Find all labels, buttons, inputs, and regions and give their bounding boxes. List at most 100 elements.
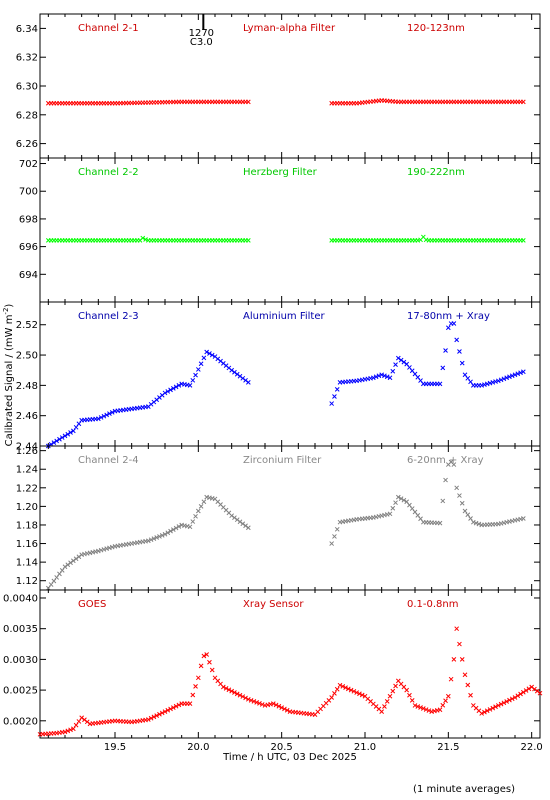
data-point (229, 367, 235, 373)
panel-filter-label: Xray Sensor (243, 599, 304, 610)
data-point (512, 372, 518, 378)
y-tick-label: 1.20 (16, 502, 38, 513)
data-point (234, 691, 240, 697)
data-point (273, 702, 279, 708)
y-axis-label-main: Calibrated Signal / (mW m (4, 315, 15, 447)
data-point (190, 519, 196, 524)
data-point (209, 667, 215, 673)
data-point (498, 701, 504, 707)
data-point (79, 715, 85, 721)
data-point (443, 348, 448, 353)
panel-band-label: 6-20nm + Xray (407, 455, 484, 466)
data-point (448, 676, 454, 682)
data-point (473, 520, 479, 526)
data-point (509, 696, 515, 702)
data-point (62, 729, 68, 735)
data-point (462, 372, 468, 378)
data-point (445, 325, 451, 331)
data-point (443, 698, 448, 704)
data-point (407, 692, 412, 698)
data-point (387, 693, 393, 699)
data-point (251, 699, 257, 704)
y-axis-label-exponent: -2 (2, 308, 10, 315)
data-point (454, 337, 460, 343)
data-point (495, 378, 501, 384)
data-point (487, 707, 493, 712)
data-point (518, 691, 523, 697)
data-point (337, 682, 343, 688)
data-point (334, 526, 340, 532)
data-point (159, 710, 165, 716)
data-point (170, 527, 176, 532)
data-point (401, 497, 407, 503)
data-point (195, 675, 201, 681)
panel-channel-label: Channel 2-3 (78, 311, 139, 322)
data-point (73, 424, 79, 430)
data-point (101, 413, 107, 419)
data-point (193, 372, 198, 378)
data-point (523, 688, 529, 693)
data-point (379, 372, 385, 378)
data-point (245, 525, 251, 531)
data-point (198, 663, 204, 669)
data-point (395, 494, 401, 500)
data-point (51, 440, 57, 445)
data-point (457, 493, 462, 498)
data-point (401, 359, 407, 365)
data-point (532, 686, 537, 692)
data-point (334, 686, 340, 692)
data-point (190, 377, 196, 383)
data-point (387, 375, 393, 381)
data-point (479, 711, 485, 716)
data-point (465, 375, 471, 381)
data-point (382, 704, 387, 709)
y-tick-label: 2.46 (16, 411, 38, 422)
data-point (457, 349, 462, 354)
data-point (462, 672, 468, 678)
data-point (270, 701, 276, 706)
data-point (420, 706, 426, 711)
data-point (520, 238, 526, 243)
data-point (245, 99, 251, 105)
data-point (520, 689, 526, 695)
data-point (340, 684, 346, 689)
data-point (440, 365, 446, 371)
data-point (70, 726, 76, 732)
data-point (468, 692, 473, 698)
data-point (229, 513, 235, 519)
y-axis-label-close: ) (4, 304, 15, 308)
data-point (170, 705, 176, 710)
data-point (201, 355, 207, 361)
data-point (459, 500, 465, 506)
data-point (345, 686, 351, 692)
data-point (154, 713, 160, 718)
panel-channel-label: Channel 2-1 (78, 23, 139, 34)
panel-band-label: 120-123nm (407, 23, 465, 34)
data-point (373, 374, 379, 380)
data-point (195, 508, 201, 514)
panel-frame (39, 13, 541, 159)
data-point (168, 706, 173, 712)
data-point (62, 564, 68, 570)
data-point (95, 416, 101, 422)
data-point (140, 235, 146, 241)
data-point (145, 538, 151, 544)
data-point (151, 536, 157, 541)
data-point (109, 410, 115, 415)
data-point (482, 709, 487, 715)
data-point (76, 719, 82, 724)
y-tick-label: 1.26 (16, 446, 38, 457)
data-point (390, 505, 396, 511)
panel-frame (39, 301, 541, 447)
data-point (454, 485, 460, 491)
data-point (104, 412, 110, 418)
data-point (437, 707, 443, 713)
data-point (68, 560, 73, 566)
data-point (162, 531, 168, 537)
data-point (476, 521, 482, 527)
data-point (201, 499, 207, 505)
footnote: (1 minute averages) (413, 784, 515, 795)
y-tick-label: 6.32 (16, 53, 38, 64)
y-tick-label: 1.16 (16, 539, 38, 550)
data-point (495, 703, 501, 708)
